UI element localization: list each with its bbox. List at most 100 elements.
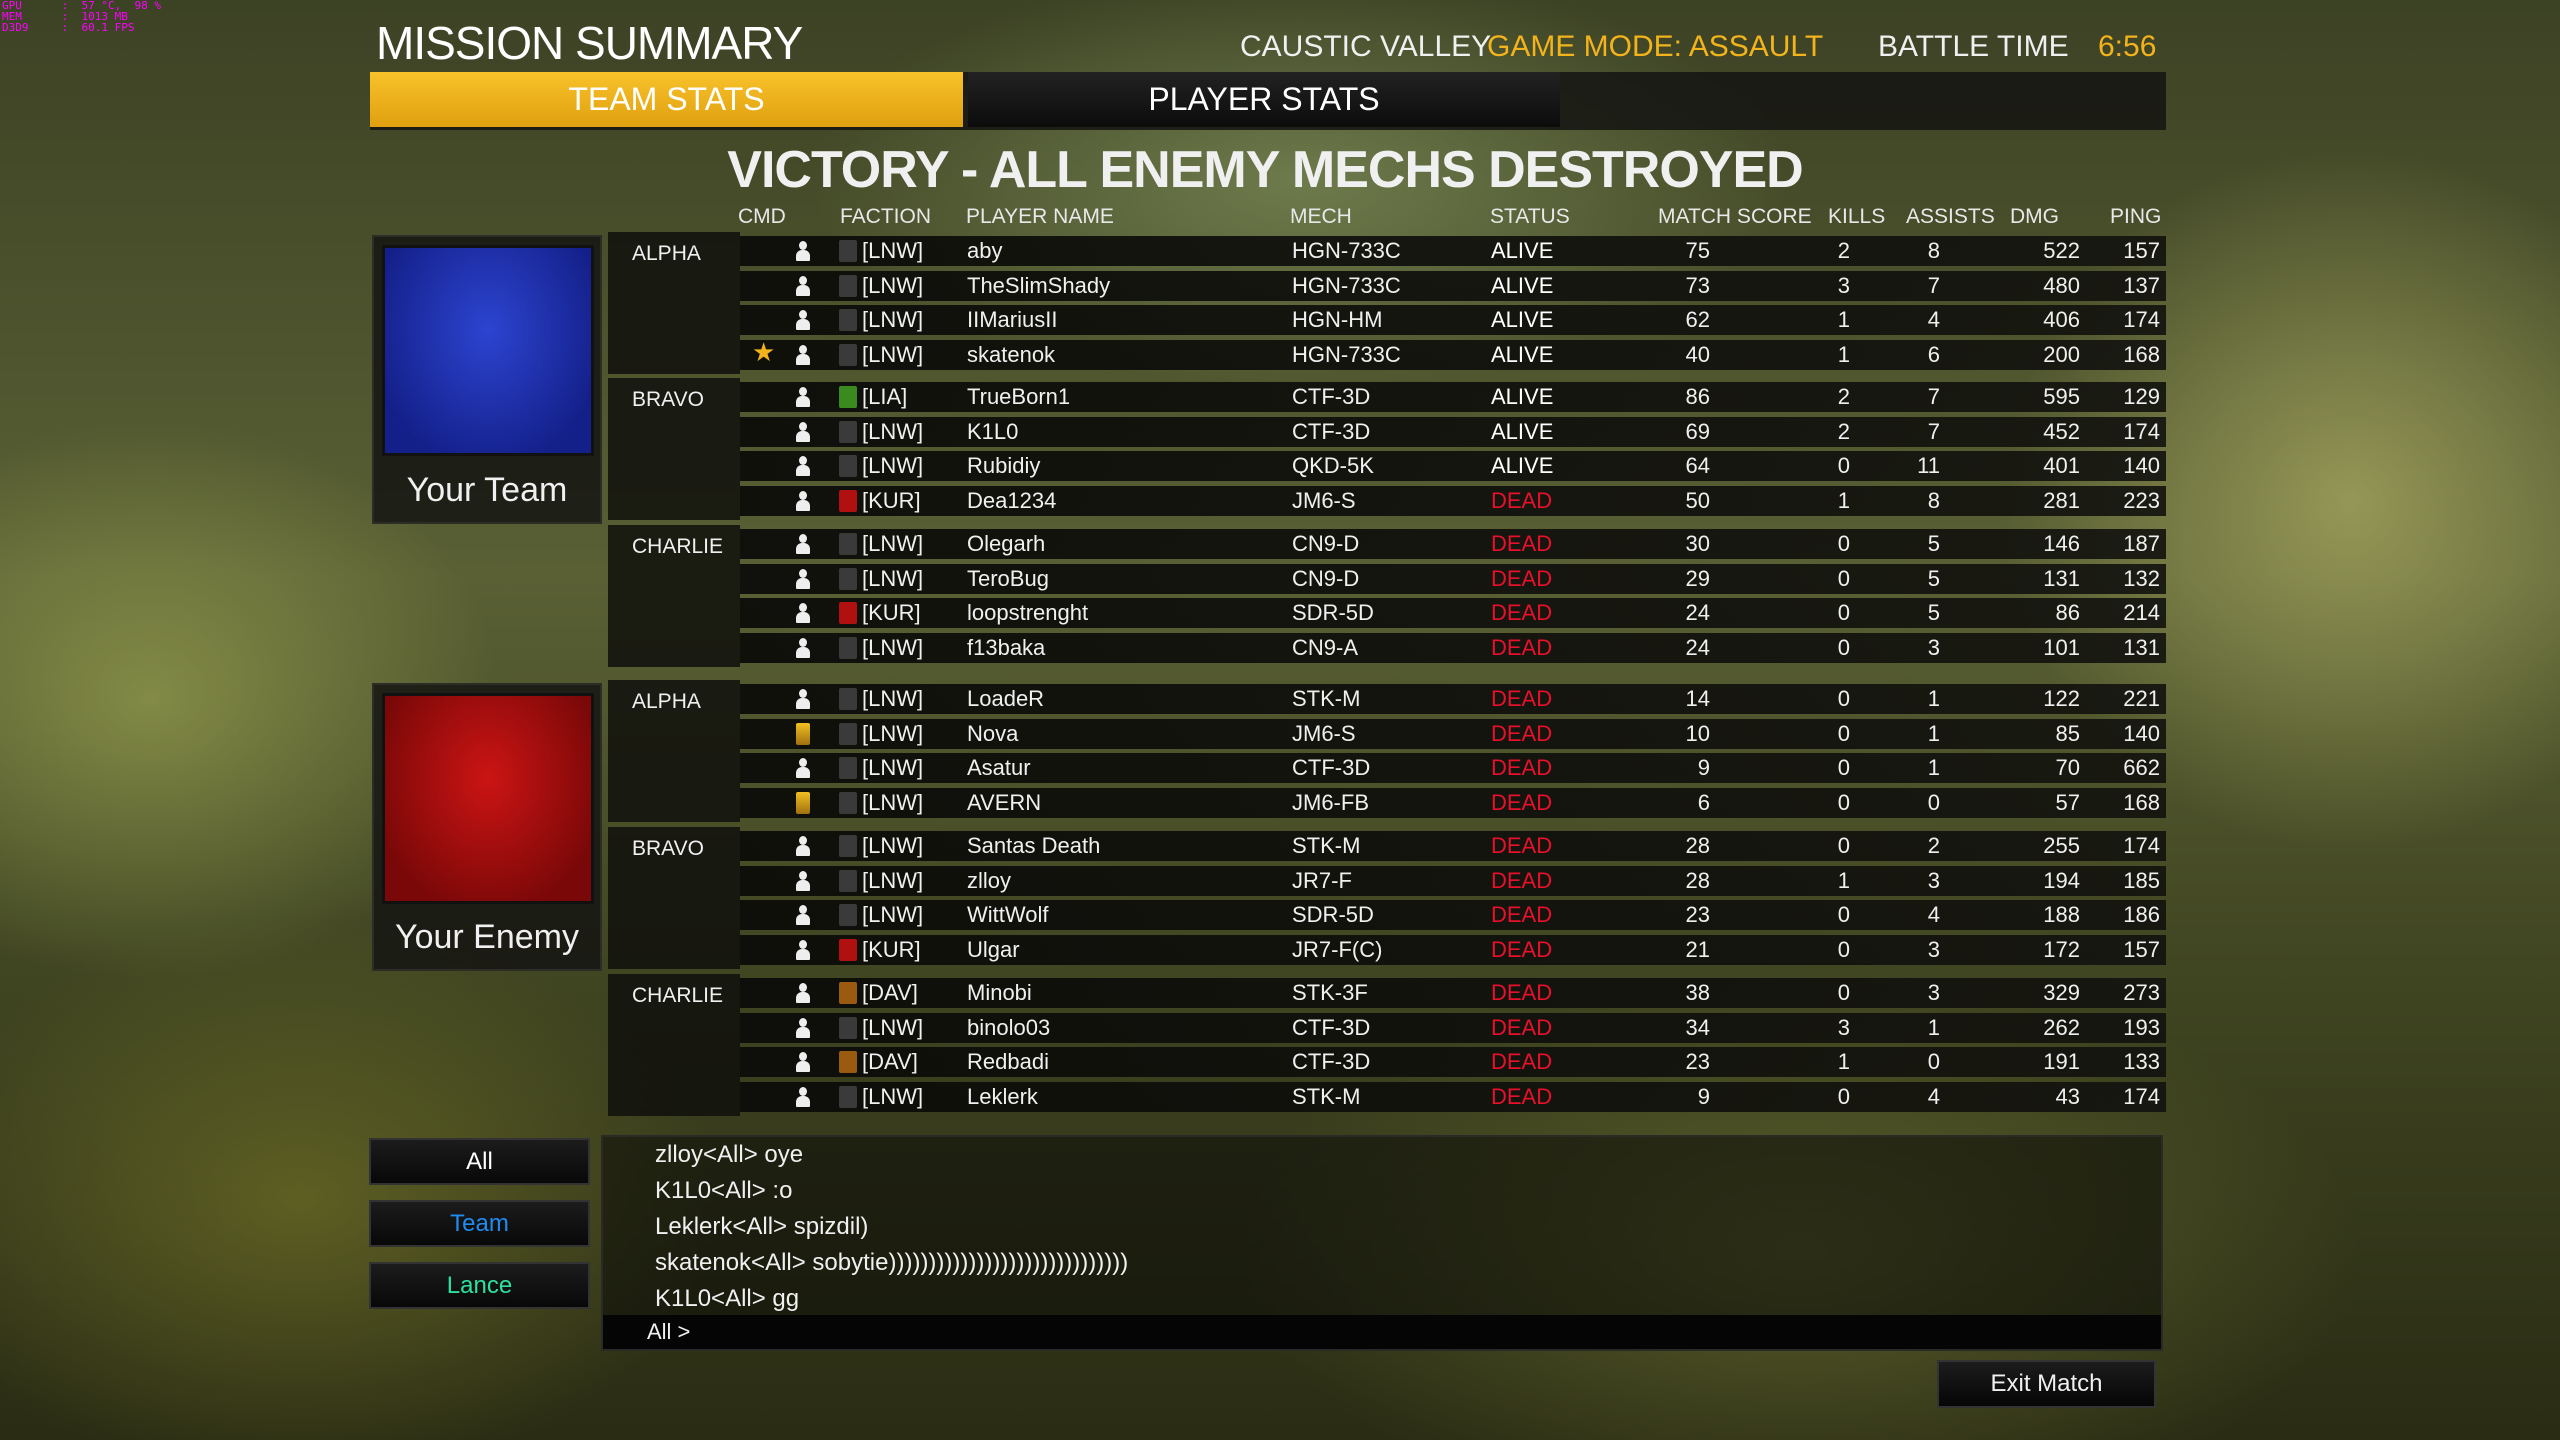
assists: 4 [1927, 902, 1940, 927]
faction-tag: [LNW] [862, 634, 924, 660]
mech-name: CTF-3D [1292, 418, 1371, 444]
chat-channel-all[interactable]: All [369, 1138, 590, 1185]
kills: 1 [1837, 341, 1850, 367]
enemy-flag [382, 693, 594, 904]
mech-name: JM6-S [1292, 487, 1356, 513]
faction-tag: [LNW] [862, 531, 924, 556]
chat-input[interactable]: All > [603, 1315, 2161, 1349]
faction-tag: [KUR] [862, 487, 921, 513]
lance-name: ALPHA [632, 242, 701, 265]
player-name: Minobi [967, 980, 1032, 1005]
your-team-label: Your Team [406, 471, 568, 509]
faction-emblem-icon [839, 688, 857, 710]
player-row[interactable]: [DAV] Redbadi CTF-3D DEAD 23 1 0 191 133 [740, 1047, 2166, 1077]
chat-message: Leklerk<All> spizdil) [655, 1213, 869, 1240]
player-row[interactable]: [LNW] AVERN JM6-FB DEAD 6 0 0 57 168 [740, 787, 2166, 818]
person-icon [796, 343, 810, 367]
faction-tag: [LNW] [862, 789, 924, 815]
player-name: AVERN [967, 789, 1042, 815]
player-name: Olegarh [967, 531, 1046, 556]
tab-team-stats[interactable]: TEAM STATS [370, 72, 963, 127]
ping: 168 [2123, 341, 2160, 367]
player-row[interactable]: [LNW] K1L0 CTF-3D ALIVE 69 2 7 452 174 [740, 416, 2166, 447]
player-row[interactable]: [LNW] IIMariusII HGN-HM ALIVE 62 1 4 406 174 [740, 305, 2166, 335]
exit-match-button[interactable]: Exit Match [1937, 1360, 2156, 1408]
mech-name: HGN-733C [1292, 341, 1401, 367]
assists: 1 [1927, 720, 1940, 746]
player-name: WittWolf [967, 902, 1049, 927]
person-icon [796, 687, 810, 711]
kills: 0 [1837, 1083, 1850, 1109]
chat-channel-lance[interactable]: Lance [369, 1262, 590, 1309]
player-row[interactable]: [LNW] f13baka CN9-A DEAD 24 0 3 101 131 [740, 632, 2166, 663]
match-score: 21 [1685, 936, 1710, 962]
match-score: 40 [1685, 341, 1710, 367]
player-row[interactable]: [LNW] Leklerk STK-M DEAD 9 0 4 43 174 [740, 1081, 2166, 1112]
assists: 3 [1927, 936, 1940, 962]
status: DEAD [1491, 789, 1553, 815]
player-row[interactable]: [LNW] Olegarh CN9-D DEAD 30 0 5 146 187 [740, 529, 2166, 559]
assists: 11 [1917, 453, 1940, 478]
faction-tag: [LNW] [862, 565, 924, 591]
faction-tag: [LNW] [862, 341, 924, 367]
player-row[interactable]: [KUR] Ulgar JR7-F(C) DEAD 21 0 3 172 157 [740, 934, 2166, 965]
player-row[interactable]: ★ [LNW] skatenok HGN-733C ALIVE 40 1 6 200 168 [740, 336, 2166, 370]
player-row[interactable]: [LNW] Santas Death STK-M DEAD 28 0 2 255 174 [740, 831, 2166, 861]
status: DEAD [1491, 902, 1553, 927]
lance-name: BRAVO [632, 837, 704, 860]
lance-group [608, 974, 740, 1116]
faction-emblem-icon [839, 1016, 857, 1039]
kills: 2 [1837, 238, 1850, 263]
match-score: 28 [1685, 833, 1710, 858]
kills: 0 [1837, 755, 1850, 780]
col-player-name: PLAYER NAME [966, 205, 1114, 228]
match-score: 69 [1685, 418, 1710, 444]
faction-tag: [LNW] [862, 867, 924, 893]
status: DEAD [1491, 1049, 1553, 1074]
assists: 2 [1927, 833, 1940, 858]
chat-message: K1L0<All> :o [655, 1177, 793, 1204]
player-name: f13baka [967, 634, 1046, 660]
player-row[interactable]: [KUR] Dea1234 JM6-S DEAD 50 1 8 281 223 [740, 485, 2166, 516]
commander-star-icon: ★ [752, 336, 776, 367]
faction-emblem-icon [839, 420, 857, 443]
battle-time: 6:56 [2098, 30, 2157, 63]
person-icon [796, 420, 810, 444]
player-row[interactable]: [LNW] aby HGN-733C ALIVE 75 2 8 522 157 [740, 236, 2166, 266]
tab-player-stats[interactable]: PLAYER STATS [968, 72, 1560, 127]
assists: 8 [1927, 487, 1940, 513]
assists: 1 [1927, 1014, 1940, 1040]
person-icon [796, 636, 810, 660]
player-row[interactable]: [LNW] WittWolf SDR-5D DEAD 23 0 4 188 186 [740, 900, 2166, 930]
faction-emblem-icon [839, 938, 857, 961]
lance-name: BRAVO [632, 388, 704, 411]
kills: 2 [1837, 418, 1850, 444]
player-row[interactable]: [LIA] TrueBorn1 CTF-3D ALIVE 86 2 7 595 129 [740, 382, 2166, 412]
player-name: binolo03 [967, 1014, 1051, 1040]
player-row[interactable]: [KUR] loopstrenght SDR-5D DEAD 24 0 5 86 214 [740, 598, 2166, 628]
player-row[interactable]: [LNW] TeroBug CN9-D DEAD 29 0 5 131 132 [740, 563, 2166, 594]
player-row[interactable]: [LNW] LoadeR STK-M DEAD 14 0 1 122 221 [740, 684, 2166, 714]
status: DEAD [1491, 1083, 1553, 1109]
match-score: 9 [1697, 1083, 1710, 1109]
player-name: loopstrenght [967, 600, 1089, 625]
player-row[interactable]: [LNW] Asatur CTF-3D DEAD 9 0 1 70 662 [740, 753, 2166, 783]
mech-name: JM6-FB [1292, 789, 1369, 815]
player-row[interactable]: [LNW] binolo03 CTF-3D DEAD 34 3 1 262 193 [740, 1012, 2166, 1043]
assists: 4 [1927, 1083, 1940, 1109]
match-score: 50 [1685, 487, 1710, 513]
faction-tag: [LNW] [862, 418, 924, 444]
gpu-stat: GPU : 57 °C, 98 % [2, 0, 161, 12]
ping: 185 [2123, 867, 2160, 893]
player-row[interactable]: [LNW] Nova JM6-S DEAD 10 0 1 85 140 [740, 718, 2166, 749]
assists: 5 [1927, 565, 1940, 591]
player-row[interactable]: [LNW] zlloy JR7-F DEAD 28 1 3 194 185 [740, 865, 2166, 896]
player-row[interactable]: [LNW] Rubidiy QKD-5K ALIVE 64 0 11 401 140 [740, 451, 2166, 481]
mech-name: CTF-3D [1292, 755, 1371, 780]
chat-channel-team[interactable]: Team [369, 1200, 590, 1247]
faction-emblem-icon [839, 904, 857, 926]
player-row[interactable]: [DAV] Minobi STK-3F DEAD 38 0 3 329 273 [740, 978, 2166, 1008]
match-result: VICTORY - ALL ENEMY MECHS DESTROYED [727, 141, 1803, 199]
status: ALIVE [1491, 453, 1554, 478]
player-row[interactable]: [LNW] TheSlimShady HGN-733C ALIVE 73 3 7 480 137 [740, 270, 2166, 301]
